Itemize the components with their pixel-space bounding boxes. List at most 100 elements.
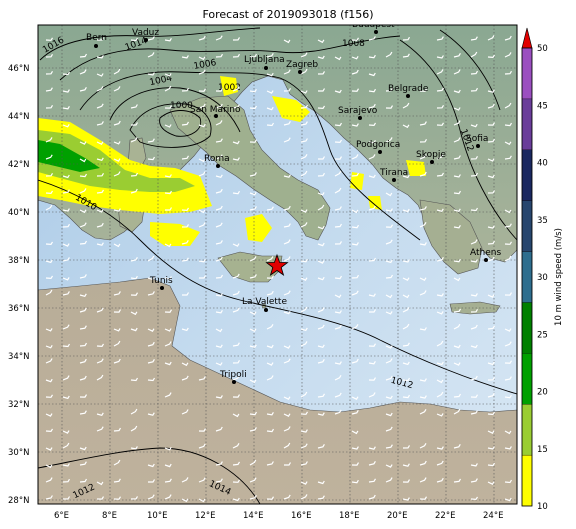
colorbar-segment bbox=[521, 251, 533, 303]
isobar-label: 1002 bbox=[218, 83, 241, 93]
wind-barb bbox=[147, 328, 155, 332]
wind-barb bbox=[198, 171, 206, 177]
wind-barb bbox=[215, 53, 224, 58]
wind-barb bbox=[504, 102, 512, 109]
wind-barb bbox=[62, 291, 70, 296]
colorbar-tick: 35 bbox=[537, 216, 548, 226]
wind-barb bbox=[351, 154, 359, 160]
wind-barb bbox=[385, 137, 393, 143]
wind-barb bbox=[436, 256, 444, 262]
wind-barb bbox=[487, 376, 496, 381]
wind-barb bbox=[79, 158, 87, 163]
wind-barb bbox=[113, 496, 122, 500]
wind-barb bbox=[351, 37, 360, 41]
wind-barb bbox=[198, 69, 206, 75]
svg-text:La Valette: La Valette bbox=[242, 297, 287, 307]
wind-barb bbox=[79, 478, 88, 483]
wind-barb bbox=[62, 343, 71, 348]
wind-barb bbox=[62, 105, 70, 110]
lat-tick: 44°N bbox=[8, 112, 29, 122]
wind-barb bbox=[504, 155, 512, 160]
wind-barb bbox=[62, 395, 70, 400]
wind-barb bbox=[300, 153, 308, 160]
wind-barb bbox=[249, 427, 257, 432]
lon-tick: 14°E bbox=[243, 511, 263, 521]
wind-barb bbox=[317, 39, 325, 44]
wind-barb bbox=[164, 463, 172, 468]
wind-barb bbox=[351, 462, 360, 466]
wind-barb bbox=[334, 223, 343, 228]
wind-barb bbox=[402, 294, 410, 299]
wind-barb bbox=[113, 459, 121, 466]
wind-barb bbox=[283, 345, 291, 349]
city-ljubljana: Ljubljana bbox=[244, 55, 285, 70]
wind-barb bbox=[436, 446, 444, 450]
svg-text:Skopje: Skopje bbox=[416, 150, 446, 160]
wind-barb bbox=[470, 259, 478, 263]
wind-barb bbox=[199, 275, 207, 279]
wind-barb bbox=[45, 53, 54, 58]
wind-barb bbox=[385, 192, 393, 197]
wind-barb bbox=[470, 324, 478, 330]
wind-barb bbox=[62, 277, 70, 281]
wind-barb bbox=[300, 222, 308, 228]
wind-barb bbox=[45, 37, 54, 41]
wind-barb bbox=[147, 291, 155, 296]
wind-barb bbox=[300, 327, 308, 332]
wind-barb bbox=[368, 154, 376, 160]
wind-barb bbox=[317, 480, 325, 485]
wind-barb bbox=[215, 362, 223, 366]
wind-barb bbox=[130, 256, 138, 262]
wind-barb bbox=[317, 358, 325, 364]
wind-barb bbox=[266, 362, 274, 366]
wind-barb bbox=[266, 90, 274, 94]
wind-barb bbox=[113, 120, 121, 126]
red-star-icon bbox=[265, 253, 289, 276]
wind-barb bbox=[470, 463, 478, 467]
wind-barb bbox=[266, 52, 274, 58]
wind-barb bbox=[113, 328, 121, 332]
wind-barb bbox=[249, 344, 257, 348]
wind-barb bbox=[62, 430, 70, 434]
wind-barb bbox=[164, 392, 172, 398]
wind-barb bbox=[147, 358, 155, 364]
wind-barb bbox=[300, 121, 308, 126]
colorbar-segment bbox=[521, 353, 533, 405]
wind-barb bbox=[198, 123, 206, 128]
cities: Vaduz Bern Budapest Ljubljana Zagreb Bel… bbox=[86, 25, 501, 384]
wind-barb bbox=[232, 359, 241, 364]
wind-barb bbox=[198, 477, 206, 483]
wind-barb bbox=[453, 208, 461, 212]
wind-barb bbox=[334, 170, 342, 177]
wind-barb bbox=[232, 394, 241, 398]
wind-barb bbox=[470, 123, 478, 128]
wind-barb bbox=[419, 477, 427, 483]
latitude-ticks: 46°N 44°N 42°N 40°N 38°N 36°N 34°N 32°N … bbox=[8, 64, 29, 506]
wind-barb bbox=[283, 87, 292, 92]
city-budapest: Budapest bbox=[352, 25, 395, 34]
wind-barb bbox=[351, 479, 359, 484]
wind-barb bbox=[165, 207, 173, 211]
wind-barb bbox=[470, 293, 478, 297]
wind-barb bbox=[317, 71, 326, 75]
wind-barb bbox=[283, 120, 291, 126]
wind-barb bbox=[113, 340, 121, 347]
wind-barb bbox=[62, 478, 71, 483]
lat-tick: 38°N bbox=[8, 256, 29, 266]
wind-barb bbox=[164, 124, 172, 128]
colorbar-ticks: 10 15 20 25 30 35 40 45 50 bbox=[537, 44, 548, 512]
wind-barb bbox=[504, 255, 512, 262]
wind-barb bbox=[385, 208, 393, 212]
lon-tick: 8°E bbox=[102, 511, 117, 521]
svg-text:Zagreb: Zagreb bbox=[286, 60, 318, 70]
wind-barb bbox=[504, 341, 512, 347]
wind-barb bbox=[283, 39, 291, 44]
lat-tick: 36°N bbox=[8, 304, 29, 314]
wind-barb bbox=[351, 290, 359, 296]
wind-barb bbox=[334, 56, 342, 61]
wind-barb bbox=[487, 89, 495, 93]
city-sarajevo: Sarajevo bbox=[338, 106, 378, 120]
wind-barb bbox=[62, 243, 70, 247]
wind-barb bbox=[300, 306, 308, 313]
wind-barb bbox=[317, 242, 325, 247]
